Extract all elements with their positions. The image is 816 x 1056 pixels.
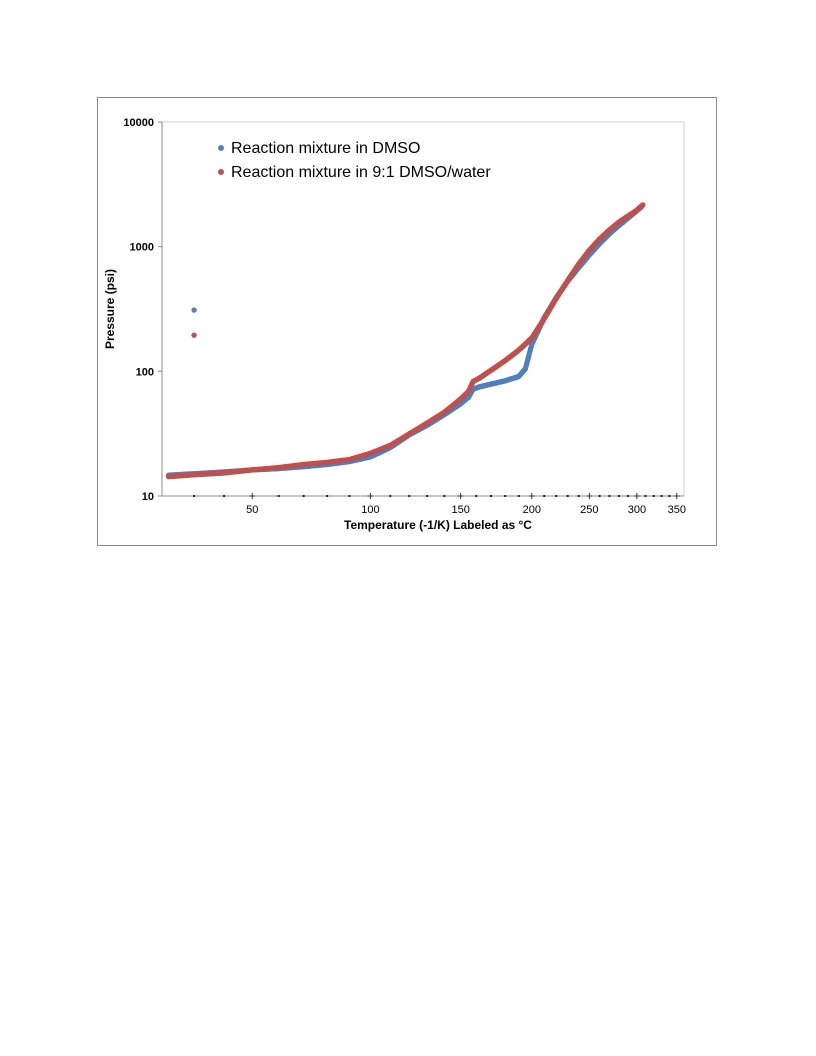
x-minor-tick xyxy=(348,495,351,497)
x-minor-tick xyxy=(389,495,392,497)
x-minor-tick xyxy=(443,495,446,497)
x-tick-label: 200 xyxy=(523,504,541,516)
legend-label-dmso: Reaction mixture in DMSO xyxy=(231,140,420,157)
x-minor-tick xyxy=(577,495,580,497)
x-minor-tick xyxy=(408,495,411,497)
legend-label-dmso-water: Reaction mixture in 9:1 DMSO/water xyxy=(231,164,491,181)
x-minor-tick xyxy=(193,495,196,497)
x-minor-tick xyxy=(475,495,478,497)
x-tick-label: 250 xyxy=(580,504,598,516)
x-minor-tick xyxy=(617,495,620,497)
x-minor-tick xyxy=(326,495,329,497)
x-minor-tick xyxy=(652,495,655,497)
x-minor-tick xyxy=(608,495,611,497)
data-point xyxy=(640,202,646,208)
x-minor-tick xyxy=(668,495,671,497)
x-minor-tick xyxy=(627,495,630,497)
legend-marker-dmso-water xyxy=(218,169,224,175)
x-tick-label: 150 xyxy=(451,504,469,516)
y-tick-label: 10000 xyxy=(123,117,154,129)
y-tick-label: 10 xyxy=(142,491,154,503)
x-axis-ticks: 50 100 150 200 250 300 350 xyxy=(193,493,686,516)
chart-frame: 10 100 1000 10000 50 100 150 200 250 300 350 Temp… xyxy=(97,97,717,546)
y-axis-title: Pressure (psi) xyxy=(103,269,117,349)
x-minor-tick xyxy=(644,495,647,497)
x-minor-tick xyxy=(598,495,601,497)
x-minor-tick xyxy=(517,495,520,497)
y-axis-ticks: 10 100 1000 10000 xyxy=(123,117,162,503)
x-minor-tick xyxy=(490,495,493,497)
x-minor-tick xyxy=(543,495,546,497)
legend: Reaction mixture in DMSO Reaction mixtur… xyxy=(218,140,491,181)
x-tick-label: 300 xyxy=(628,504,646,516)
x-minor-tick xyxy=(566,495,569,497)
x-minor-tick xyxy=(223,495,226,497)
series-1 xyxy=(165,202,646,480)
x-minor-tick xyxy=(504,495,507,497)
legend-marker-dmso xyxy=(218,145,224,151)
series-layer xyxy=(165,202,646,480)
y-tick-label: 1000 xyxy=(130,242,154,254)
outlier-point xyxy=(191,307,197,313)
x-minor-tick xyxy=(660,495,663,497)
chart-svg: 10 100 1000 10000 50 100 150 200 250 300 350 Temp… xyxy=(103,117,686,532)
x-minor-tick xyxy=(302,495,305,497)
x-minor-tick xyxy=(555,495,558,497)
x-axis-title: Temperature (-1/K) Labeled as °C xyxy=(344,518,532,532)
y-tick-label: 100 xyxy=(136,366,154,378)
x-tick-label: 50 xyxy=(246,504,258,516)
x-minor-tick xyxy=(426,495,429,497)
outlier-point xyxy=(191,332,197,338)
x-tick-label: 350 xyxy=(668,504,686,516)
x-minor-tick xyxy=(277,495,280,497)
x-tick-label: 100 xyxy=(361,504,379,516)
